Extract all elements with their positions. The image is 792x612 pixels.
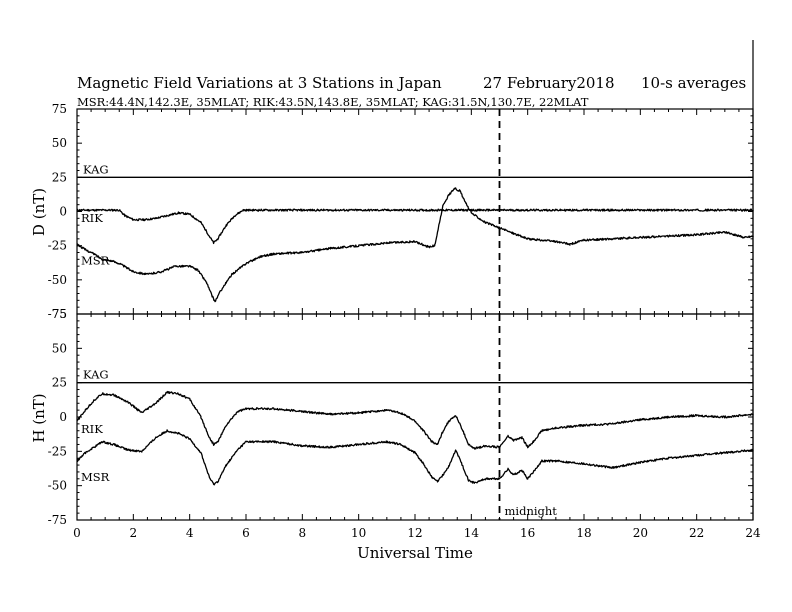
bottom-series-label-rik: RIK xyxy=(81,422,103,436)
midnight-label: midnight xyxy=(505,504,558,518)
x-tick-label: 8 xyxy=(299,526,307,540)
top-ytick-label: 25 xyxy=(52,170,67,184)
x-tick-label: 6 xyxy=(242,526,250,540)
bottom-ytick-label: -75 xyxy=(48,513,67,527)
chart-date: 27 February2018 xyxy=(483,74,615,92)
x-tick-label: 18 xyxy=(576,526,591,540)
x-axis-title: Universal Time xyxy=(357,544,473,562)
x-tick-label: 10 xyxy=(351,526,366,540)
x-tick-label: 4 xyxy=(186,526,194,540)
bottom-ytick-label: 0 xyxy=(59,410,67,424)
bottom-series-label-msr: MSR xyxy=(81,470,110,484)
x-tick-label: 22 xyxy=(689,526,704,540)
panel-top-ylabel: D (nT) xyxy=(30,188,48,236)
x-tick-label: 12 xyxy=(407,526,422,540)
chart-marks: 75 50 25 0 -25 -50 -75 KAG RIK MSR 75 50 25 0 -25 -50 -7… xyxy=(48,102,761,540)
bottom-ytick-label: 75 xyxy=(52,307,67,321)
bottom-ytick-label: -25 xyxy=(48,444,67,458)
top-trace-rik xyxy=(76,208,754,245)
top-series-label-rik: RIK xyxy=(81,211,103,225)
x-tick-label: 0 xyxy=(73,526,81,540)
station-list: MSR:44.4N,142.3E, 35MLAT; RIK:43.5N,143.… xyxy=(77,95,589,109)
chart-title: Magnetic Field Variations at 3 Stations … xyxy=(77,74,442,92)
bottom-ytick-label: 25 xyxy=(52,376,67,390)
top-ytick-label: -25 xyxy=(48,239,67,253)
panel-bottom-frame xyxy=(76,313,754,521)
top-series-label-kag: KAG xyxy=(83,162,109,176)
bottom-ytick-label: -50 xyxy=(48,479,67,493)
top-ytick-label: 75 xyxy=(52,102,67,116)
top-ytick-label: 0 xyxy=(59,205,67,219)
chart-averaging: 10-s averages xyxy=(641,74,746,92)
bottom-ytick-label: 50 xyxy=(52,341,67,355)
top-ytick-label: 50 xyxy=(52,136,67,150)
bottom-series-label-kag: KAG xyxy=(83,368,109,382)
x-tick-label: 16 xyxy=(520,526,535,540)
x-tick-label: 14 xyxy=(464,526,480,540)
x-tick-label: 20 xyxy=(633,526,648,540)
top-series-label-msr: MSR xyxy=(81,253,110,267)
bottom-trace-rik xyxy=(76,390,754,450)
top-ytick-label: -75 xyxy=(48,307,67,321)
top-trace-msr xyxy=(76,187,754,303)
x-tick-label: 2 xyxy=(130,526,138,540)
x-tick-label: 24 xyxy=(745,526,761,540)
panel-bottom-ylabel: H (nT) xyxy=(30,393,48,442)
top-ytick-label: -50 xyxy=(48,273,67,287)
bottom-trace-msr xyxy=(76,429,754,486)
